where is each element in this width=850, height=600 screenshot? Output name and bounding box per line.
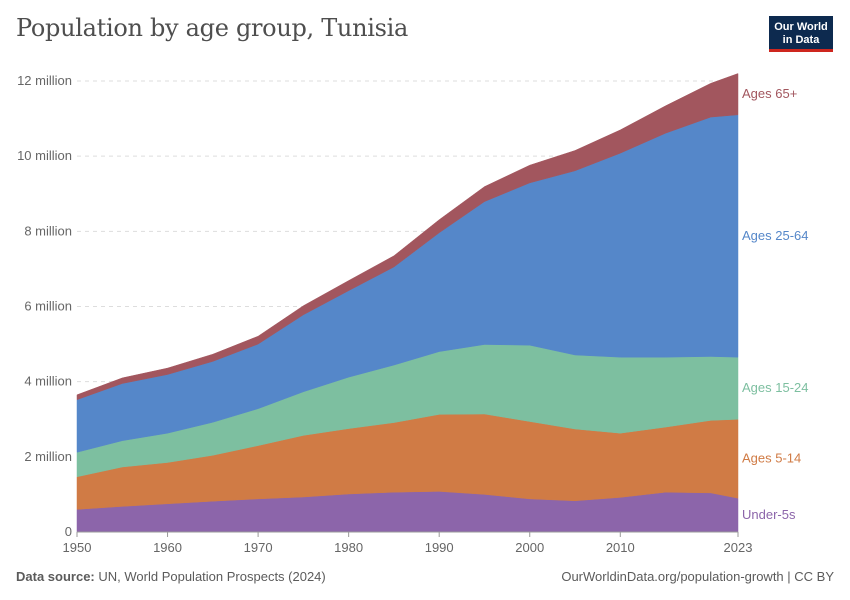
x-tick-label: 1960	[153, 540, 182, 555]
x-tick-label: 2023	[724, 540, 753, 555]
stacked-area-chart: 0 2 million 4 million 6 million 8 million 10 …	[17, 73, 809, 555]
x-tick-label: 2010	[606, 540, 635, 555]
data-source-text: UN, World Population Prospects (2024)	[98, 569, 326, 584]
series-label-under-5s: Under-5s	[742, 507, 796, 522]
source-url-text[interactable]: OurWorldinData.org/population-growth | C…	[561, 569, 834, 584]
data-source-label: Data source:	[16, 569, 95, 584]
areas	[76, 73, 739, 533]
series-label-ages-5-14: Ages 5-14	[742, 451, 801, 466]
y-tick-label: 12 million	[17, 73, 72, 88]
y-tick-label: 4 million	[24, 374, 72, 389]
x-tick-label: 1970	[244, 540, 273, 555]
y-tick-label: 2 million	[24, 449, 72, 464]
x-tick-label: 1980	[334, 540, 363, 555]
series-label-ages-25-64: Ages 25-64	[742, 228, 809, 243]
axes: 0 2 million 4 million 6 million 8 million 10 …	[17, 73, 752, 555]
series-label-ages-15-24: Ages 15-24	[742, 380, 809, 395]
y-tick-label: 10 million	[17, 148, 72, 163]
area-ages-65-	[76, 73, 739, 401]
source-url[interactable]: OurWorldinData.org/population-growth | C…	[561, 569, 834, 584]
x-tick-label: 1950	[63, 540, 92, 555]
x-tick-label: 1990	[425, 540, 454, 555]
series-labels: Under-5s Ages 5-14 Ages 15-24 Ages 25-64 Age…	[742, 86, 809, 522]
x-tick-label: 2000	[515, 540, 544, 555]
series-label-ages-65-: Ages 65+	[742, 86, 797, 101]
y-tick-label: 8 million	[24, 223, 72, 238]
data-source: Data source: UN, World Population Prospe…	[16, 569, 326, 584]
owid-logo[interactable]: Our World in Data	[769, 16, 833, 52]
y-tick-label: 0	[65, 524, 72, 539]
logo-line-2: in Data	[782, 34, 820, 46]
chart-title: Population by age group, Tunisia	[16, 14, 409, 42]
y-tick-label: 6 million	[24, 299, 72, 314]
logo-line-1: Our World	[774, 21, 828, 33]
